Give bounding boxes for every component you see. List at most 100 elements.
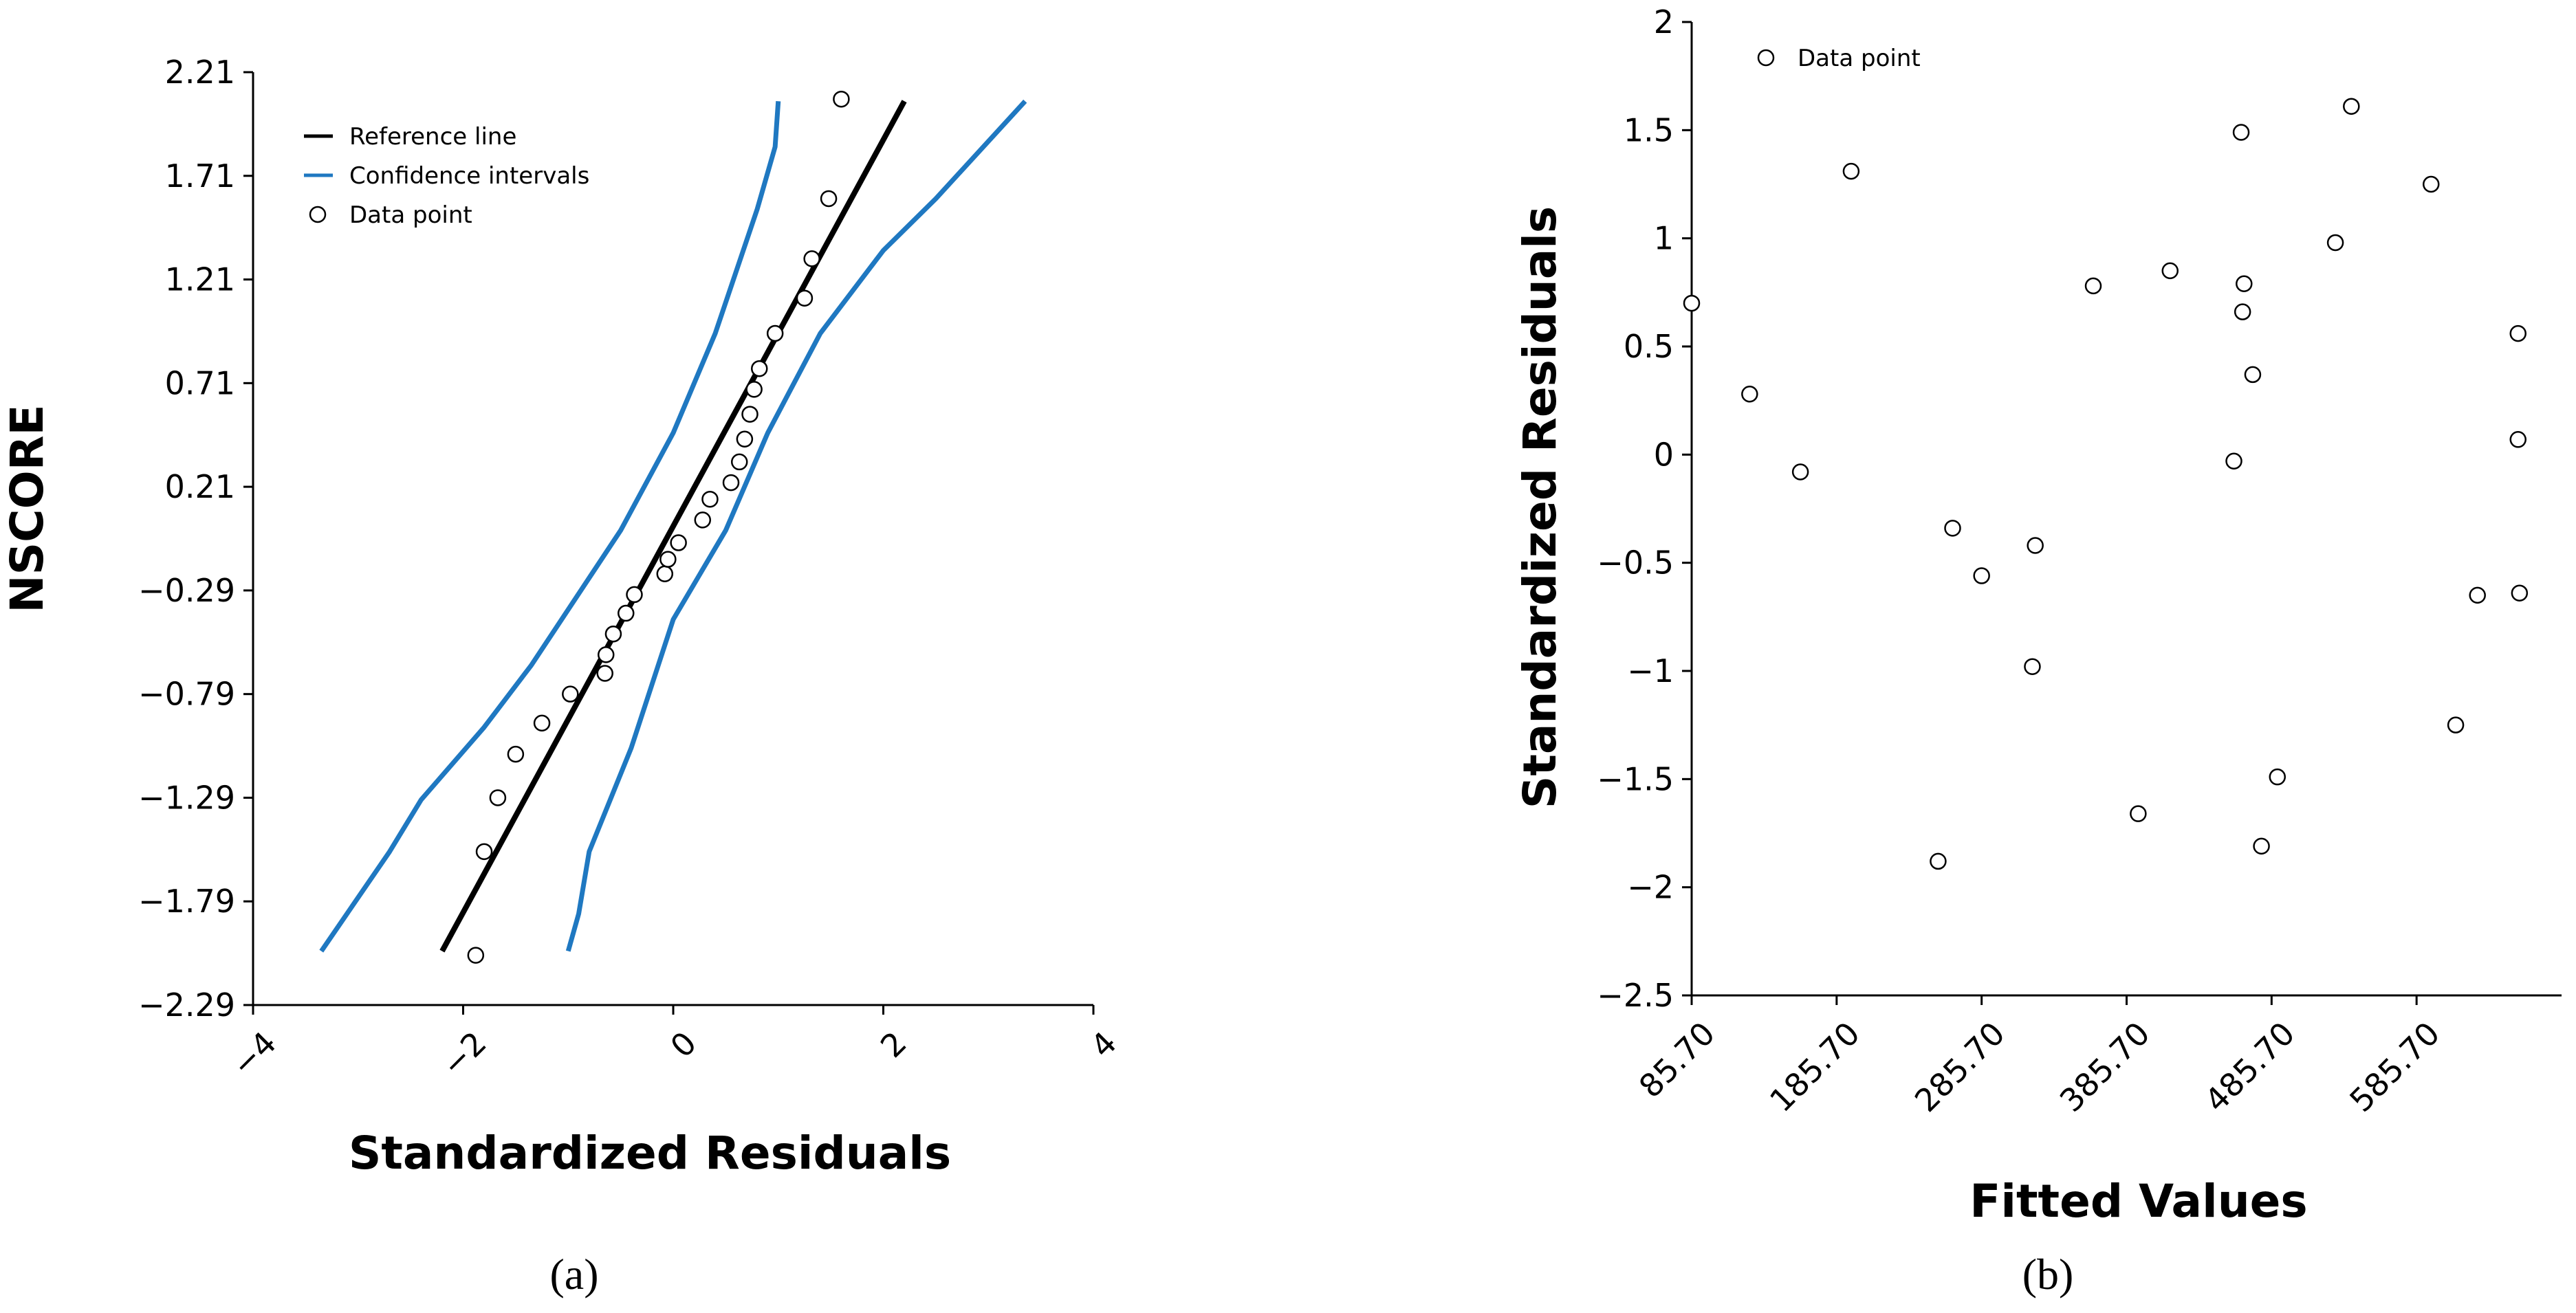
panel-a-y-tick-label: 1.71 — [165, 157, 235, 195]
panel-b-legend-label: Data point — [1798, 45, 1921, 72]
panel-b-legend-entry: Data point — [1757, 45, 1921, 72]
panel-b-y-axis-title: Standardized Residuals — [1514, 206, 1567, 808]
panel-b-legend-point-swatch — [1757, 49, 1775, 67]
panel-a-data-point — [796, 289, 814, 307]
panel-b-y-tick-label: −0.5 — [1597, 544, 1674, 582]
panel-a-x-tick-label: −2 — [435, 1024, 494, 1083]
panel-a-data-point — [597, 646, 615, 663]
panel-b-data-point — [1741, 385, 1758, 403]
panel-b-data-point — [1683, 294, 1701, 312]
panel-b-data-point — [2130, 805, 2147, 822]
panel-b-data-point — [2253, 837, 2270, 855]
panel-a-y-tick-label: −1.79 — [138, 883, 235, 920]
panel-b-data-point — [2343, 98, 2360, 115]
panel-b-y-tick-label: −1 — [1627, 652, 1674, 689]
panel-a-y-tick-label: −0.29 — [138, 572, 235, 609]
panel-a-confidence-interval-line — [319, 100, 781, 953]
panel-b-data-point — [2024, 658, 2041, 675]
panel-a-y-tick-label: −2.29 — [138, 986, 235, 1024]
panel-a-data-point — [751, 360, 768, 377]
panel-b-x-tick-label: 585.70 — [2342, 1015, 2447, 1119]
panel-a-data-point — [507, 745, 525, 763]
panel-a-data-point — [745, 381, 763, 398]
panel-a-chart: 2.21 1.71 1.21 0.71 0.21 −0.29 −0.79 −1.29 −1.79… — [1, 54, 1124, 1299]
panel-b-y-tick-label: 1 — [1654, 220, 1674, 257]
panel-b-data-point — [1791, 463, 1809, 481]
panel-b-y-tick-label: 0.5 — [1624, 328, 1674, 365]
panel-b-y-tick-label: −2 — [1627, 869, 1674, 906]
panel-a-data-point — [670, 534, 687, 551]
panel-a-legend-label: Reference line — [349, 123, 516, 151]
panel-a-legend-label: Confidence intervals — [349, 162, 589, 190]
panel-b-data-point — [2236, 275, 2253, 292]
panel-b-data-point — [2234, 303, 2251, 320]
panel-a-x-tick-label: −4 — [224, 1024, 283, 1083]
panel-a-y-axis-title: NSCORE — [1, 404, 54, 613]
panel-b-data-point — [2225, 452, 2242, 470]
panel-b-y-tick-label: −1.5 — [1597, 760, 1674, 797]
panel-b-data-point — [2511, 584, 2529, 602]
panel-a-y-tick-label: 0.21 — [165, 468, 235, 505]
panel-a-plot-area: 2.21 1.71 1.21 0.71 0.21 −0.29 −0.79 −1.29 −1.79… — [138, 54, 1124, 1083]
panel-a-x-tick-label: 2 — [873, 1024, 914, 1065]
panel-a-y-tick-label: 2.21 — [165, 54, 235, 91]
panel-b-data-point — [2326, 234, 2344, 252]
panel-a-x-tick-label: 4 — [1083, 1024, 1124, 1065]
panel-a-data-point — [833, 90, 850, 108]
panel-b-data-point — [2244, 366, 2262, 384]
panel-a-data-point — [766, 324, 784, 342]
panel-b-x-tick-label: 385.70 — [2053, 1015, 2157, 1119]
panel-b-data-point — [2423, 175, 2440, 193]
panel-a-data-point — [722, 474, 740, 492]
panel-b-data-point — [2509, 324, 2526, 342]
panel-a-legend-entry: Reference line — [304, 123, 516, 151]
panel-a-data-point — [694, 511, 712, 529]
panel-b-x-tick-label: 85.70 — [1632, 1015, 1722, 1105]
panel-a-confidence-interval-line — [565, 99, 1027, 952]
panel-a-y-tick-label: 1.21 — [165, 261, 235, 298]
panel-b-x-tick-label: 185.70 — [1762, 1015, 1867, 1119]
panel-a-data-point — [820, 190, 838, 208]
panel-a-data-point — [533, 714, 551, 732]
panel-a-legend-entry: Data point — [309, 201, 472, 229]
panel-b-data-point — [2469, 586, 2486, 604]
panel-b-data-point — [2084, 277, 2102, 295]
panel-b-x-tick-label: 485.70 — [2198, 1015, 2302, 1119]
panel-a-data-point — [656, 565, 674, 583]
panel-a-legend-entry: Confidence intervals — [304, 162, 589, 190]
panel-a-data-point — [659, 551, 677, 568]
panel-b-data-point — [1973, 567, 1990, 584]
panel-a-y-tick-label: 0.71 — [165, 364, 235, 401]
panel-b-data-point — [2269, 768, 2286, 786]
panel-b-data-point — [1842, 162, 1860, 180]
panel-b-y-tick-label: 0 — [1654, 436, 1674, 473]
panel-a-data-point — [618, 604, 635, 622]
panel-b-chart: 2 1.5 1 0.5 0 −0.5 −1 −1.5 −2 −2.585.70 185.70 285.… — [1514, 3, 2562, 1299]
panel-a-data-point — [489, 789, 507, 806]
panel-b-data-point — [2027, 537, 2044, 554]
panel-a-data-point — [803, 250, 820, 267]
panel-b-y-tick-label: 2 — [1654, 3, 1674, 41]
panel-b-data-point — [2232, 124, 2250, 141]
panel-a-label: (a) — [549, 1250, 598, 1299]
panel-b-data-point — [2447, 716, 2465, 733]
panel-a-data-point — [741, 406, 758, 423]
panel-b-x-axis-title: Fitted Values — [1969, 1175, 2307, 1228]
panel-b-label: (b) — [2022, 1250, 2074, 1299]
panel-a-legend-point-swatch — [309, 206, 327, 223]
panel-b-data-point — [1944, 520, 1961, 537]
panel-a-y-tick-label: −1.29 — [138, 779, 235, 816]
panel-a-data-point — [596, 665, 613, 682]
panel-a-data-point — [736, 430, 754, 448]
panel-b-plot-area: 2 1.5 1 0.5 0 −0.5 −1 −1.5 −2 −2.585.70 185.70 285.… — [1597, 3, 2562, 1119]
panel-b-y-tick-label: −2.5 — [1597, 977, 1674, 1014]
panel-a-data-point — [730, 453, 748, 471]
panel-b-data-point — [2509, 431, 2526, 448]
panel-a-data-point — [604, 625, 622, 643]
panel-a-legend-label: Data point — [349, 201, 472, 229]
panel-b-data-point — [2161, 262, 2179, 280]
panel-a-x-axis-title: Standardized Residuals — [349, 1127, 951, 1180]
panel-a-reference-line — [439, 100, 907, 953]
panel-a-data-point — [467, 947, 485, 964]
